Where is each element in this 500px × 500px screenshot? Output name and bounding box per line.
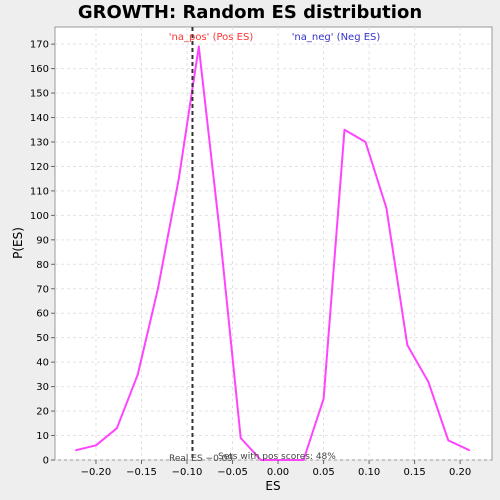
x-tick-label: 0.10 [358,467,380,478]
x-tick-label: −0.10 [172,467,203,478]
y-tick-label: 80 [36,260,49,271]
es-distribution-point [259,459,262,461]
x-tick-label: 0.20 [449,467,471,478]
es-distribution-point [364,141,367,143]
es-distribution-point [75,449,77,452]
na-pos-annotation: 'na_pos' (Pos ES) [169,32,254,43]
series-layer [75,45,471,461]
es-distribution-point [280,459,283,461]
x-tick-label: −0.05 [217,467,248,478]
es-distribution-point [406,344,409,346]
es-distribution-point [95,444,97,447]
y-tick-label: 40 [36,358,49,369]
na-neg-annotation: 'na_neg' (Neg ES) [292,32,381,43]
chart-title: GROWTH: Random ES distribution [78,2,422,23]
y-tick-label: 10 [36,431,49,442]
x-axis: −0.20 −0.15 −0.10 −0.05 0.00 0.05 0.10 0.15 0.20 [81,460,471,478]
y-tick-label: 60 [36,309,49,320]
x-tick-label: 0.15 [403,467,425,478]
es-distribution-point [136,373,139,376]
y-tick-label: 120 [30,162,49,173]
y-tick-label: 170 [30,40,49,51]
y-tick-label: 100 [30,211,49,222]
y-tick-label: 110 [30,186,49,197]
y-tick-label: 70 [36,284,49,295]
plot-area [54,26,493,461]
y-tick-label: 160 [30,64,49,75]
es-distribution-point [239,437,242,439]
x-tick-label: 0.05 [312,467,334,478]
y-tick-label: 130 [30,137,49,148]
y-axis: 0 10 20 30 40 50 60 70 80 90 100 110 120 130 140 150 160… [30,40,55,467]
y-tick-label: 50 [36,333,49,344]
x-axis-label: ES [265,479,280,493]
real-es-label: Real ES −0.09 [169,454,233,464]
es-distribution-point [177,177,180,180]
y-tick-label: 0 [43,456,49,467]
es-distribution-point [427,380,430,383]
es-distribution-point [116,427,118,430]
y-axis-label: P(ES) [11,227,25,259]
es-distribution-point [343,128,346,131]
x-tick-label: 0.00 [267,467,289,478]
y-tick-label: 150 [30,89,49,100]
y-tick-label: 20 [36,407,49,418]
grid [55,27,492,461]
es-distribution-point [156,287,159,290]
x-tick-label: −0.15 [126,467,157,478]
es-distribution-point [197,45,200,48]
es-distribution-line [75,45,470,461]
es-distribution-point [468,449,471,452]
y-tick-label: 140 [30,113,49,124]
es-distribution-point [447,439,450,442]
y-tick-label: 30 [36,382,49,393]
es-distribution-point [302,459,305,461]
es-distribution-point [322,397,325,400]
pos-scores-annotation: Sets with pos scores: 48% [218,452,336,462]
x-tick-label: −0.20 [81,467,112,478]
es-distribution-point [385,207,388,209]
es-distribution-point [218,231,221,234]
y-tick-label: 90 [36,235,49,246]
